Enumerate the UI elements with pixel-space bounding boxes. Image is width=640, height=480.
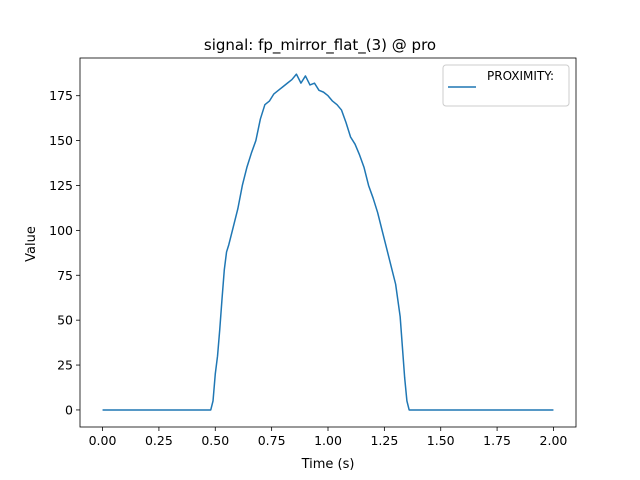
x-tick-label: 1.50 <box>427 433 455 448</box>
y-tick-label: 0 <box>65 402 73 417</box>
x-tick-label: 1.75 <box>483 433 511 448</box>
x-tick-label: 0.75 <box>258 433 286 448</box>
x-tick-label: 1.00 <box>314 433 342 448</box>
y-tick-label: 125 <box>49 178 73 193</box>
x-tick-label: 0.00 <box>89 433 117 448</box>
y-tick-label: 150 <box>49 133 73 148</box>
legend-label-0: PROXIMITY: <box>487 69 554 83</box>
x-tick-label: 2.00 <box>540 433 568 448</box>
y-tick-label: 100 <box>49 223 73 238</box>
x-tick-label: 1.25 <box>370 433 398 448</box>
plot-frame <box>79 57 577 428</box>
x-tick-label: 0.25 <box>145 433 173 448</box>
series-line-0 <box>102 73 554 411</box>
plot-area: 0.00 0.25 0.50 0.75 1.00 1.25 1.50 1.75 2.00 0 25 5… <box>49 57 577 448</box>
y-tick-label: 175 <box>49 88 73 103</box>
legend: PROXIMITY: <box>442 64 570 107</box>
x-axis-label: Time (s) <box>301 457 355 472</box>
y-tick-label: 75 <box>57 268 73 283</box>
chart-title: signal: fp_mirror_flat_(3) @ pro <box>204 36 436 55</box>
x-tick-label: 0.50 <box>201 433 229 448</box>
y-axis-label: Value <box>24 226 39 262</box>
legend-box <box>442 64 570 107</box>
y-tick-label: 50 <box>57 313 73 328</box>
y-tick-label: 25 <box>57 358 73 373</box>
